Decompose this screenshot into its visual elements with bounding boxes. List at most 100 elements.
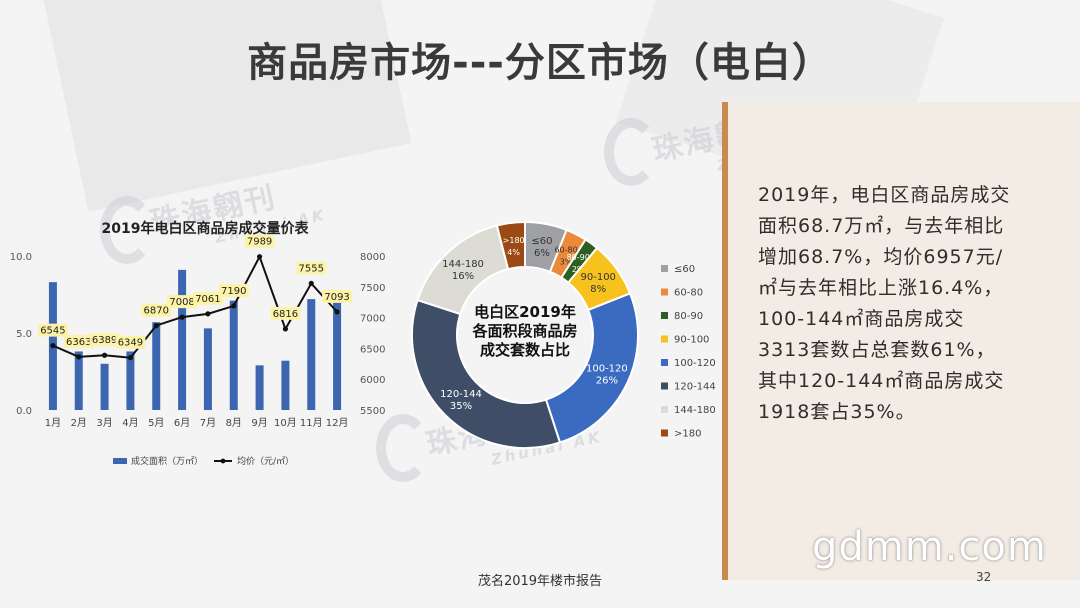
bar [74, 351, 83, 410]
summary-panel: 2019年，电白区商品房成交 面积68.7万㎡，与去年相比 增加68.7%，均价… [722, 102, 1080, 580]
x-tick-label: 1月 [45, 417, 61, 429]
legend-label: 144-180 [674, 405, 716, 416]
slice-label: 120-144 [440, 389, 482, 400]
legend-swatch [661, 359, 668, 366]
y-right-tick-label: 5500 [360, 406, 385, 417]
slide-title: 商品房市场---分区市场（电白） [247, 40, 833, 86]
legend-label: 90-100 [674, 335, 709, 346]
data-label-bg [270, 306, 301, 320]
data-label-bg [89, 333, 120, 347]
bar [100, 363, 109, 410]
bar [229, 300, 238, 410]
legend-line-marker [220, 458, 226, 464]
price-point [101, 352, 108, 358]
legend-bar-label: 成交面积（万㎡） [131, 455, 203, 467]
volume-price-chart: 2019年电白区商品房成交量价表 0.0 5.0 10.0 5500 6000 6500 70… [10, 220, 386, 467]
slice-percent: 6% [534, 248, 550, 259]
slice-label: 80-90 [567, 253, 590, 262]
x-tick-label: 11月 [300, 417, 323, 429]
donut-slice [411, 298, 562, 449]
price-point [50, 343, 56, 349]
footer-text: 茂名2019年楼市报告 [477, 574, 603, 589]
watermark-logo-icon [100, 196, 154, 264]
slice-percent: 3% [560, 257, 573, 266]
summary-line: 100-144㎡商品房成交 [758, 308, 965, 330]
summary-text: 2019年，电白区商品房成交 面积68.7万㎡，与去年相比 增加68.7%，均价… [758, 180, 1058, 428]
price-point [153, 323, 159, 329]
data-label: 6363 [66, 337, 91, 348]
data-label: 7061 [195, 294, 220, 305]
y-right-tick-label: 6500 [360, 344, 385, 355]
x-tick-label: 3月 [96, 417, 112, 429]
data-label: 6545 [40, 326, 65, 337]
legend-label: >180 [674, 429, 701, 440]
donut-center-label: 各面积段商品房 [471, 322, 577, 340]
site-watermark: gdmm.com [812, 524, 1047, 570]
bar [307, 299, 316, 410]
price-point [256, 254, 263, 260]
data-label: 6389 [92, 335, 117, 346]
donut-slice [495, 220, 526, 271]
summary-line: ㎡与去年相比上涨16.4%， [758, 277, 1004, 299]
summary-line: 增加68.7%，均价6957元/ [758, 246, 1004, 268]
bar [152, 322, 161, 410]
data-label-bg [244, 234, 275, 248]
price-point [308, 280, 314, 287]
slice-label: 100-120 [586, 364, 628, 375]
y-left-tick-label: 0.0 [16, 406, 32, 417]
price-point [282, 326, 289, 332]
watermark-logo-icon [604, 118, 658, 186]
data-label: 7555 [299, 263, 324, 274]
donut-center-label: 电白区2019年 [474, 303, 576, 321]
x-tick-label: 12月 [326, 417, 349, 429]
data-label-bg [322, 289, 353, 303]
summary-line: 面积68.7万㎡，与去年相比 [758, 215, 1005, 237]
legend-swatch [661, 335, 668, 343]
watermark-logo-icon [376, 414, 430, 482]
slice-percent: 35% [450, 401, 472, 412]
legend-bar-swatch [113, 458, 127, 464]
legend-label: 120-144 [674, 382, 716, 393]
slice-percent: 4% [507, 248, 520, 257]
price-point [231, 303, 237, 309]
page-number: 32 [976, 570, 992, 584]
legend-swatch [661, 429, 668, 437]
bar [255, 365, 264, 410]
bar [281, 360, 290, 410]
legend-label: ≤60 [674, 264, 695, 275]
price-point [179, 314, 185, 320]
legend-label: 60-80 [674, 288, 703, 299]
x-tick-label: 4月 [122, 417, 138, 429]
slice-percent: 8% [590, 284, 606, 295]
slice-label: 90-100 [581, 272, 616, 283]
bar [333, 297, 342, 410]
y-left-tick-label: 10.0 [10, 252, 32, 263]
price-line [52, 254, 338, 359]
price-point [127, 355, 134, 361]
donut-center-label: 成交套数占比 [480, 341, 570, 359]
legend-line-label: 均价（元/㎡） [237, 455, 294, 467]
x-tick-label: 2月 [71, 417, 87, 429]
slice-label: 60-80 [554, 245, 577, 254]
area-share-donut-chart: ≤606%60-803%80-902%90-1008%100-12026%120… [411, 220, 716, 449]
data-label: 7008 [169, 297, 194, 308]
data-label-bg [37, 323, 68, 337]
data-label: 6816 [273, 309, 298, 320]
summary-line: 2019年，电白区商品房成交 [758, 184, 1011, 206]
x-tick-label: 7月 [200, 417, 216, 429]
data-label-bg [141, 303, 172, 317]
summary-line: 3313套数占总套数61%， [758, 339, 996, 361]
slice-percent: 16% [452, 271, 474, 282]
slice-percent: 26% [596, 376, 618, 387]
x-tick-label: 6月 [174, 417, 190, 429]
y-left-tick-label: 5.0 [16, 329, 32, 340]
data-label-bg [296, 261, 327, 275]
legend-label: 80-90 [674, 311, 703, 322]
data-label: 7190 [221, 286, 246, 297]
legend-label: 100-120 [674, 358, 716, 369]
data-label: 7989 [247, 237, 272, 248]
legend-swatch [661, 406, 668, 413]
y-right-tick-label: 7000 [360, 314, 385, 325]
slice-label: 144-180 [442, 259, 484, 270]
data-label-bg [63, 334, 94, 348]
